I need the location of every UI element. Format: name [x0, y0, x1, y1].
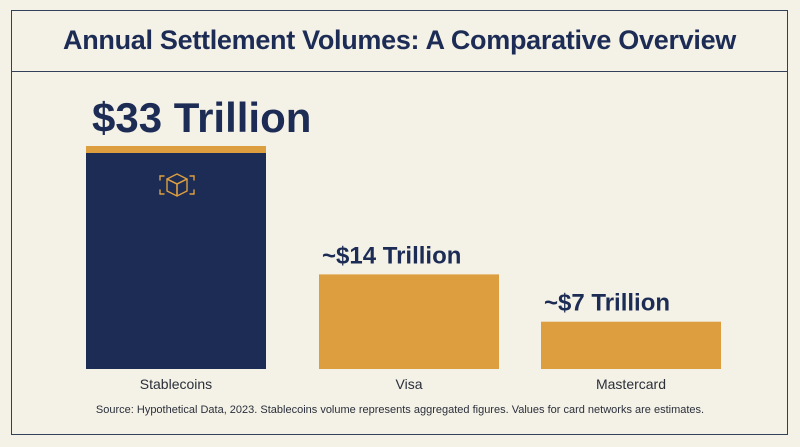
category-label-stablecoins: Stablecoins	[140, 376, 212, 392]
bar-visa	[319, 274, 499, 369]
data-label-stablecoins: $33 Trillion	[92, 94, 311, 141]
crypto-cube-icon	[159, 173, 195, 197]
title-band: Annual Settlement Volumes: A Comparative…	[11, 10, 788, 72]
data-label-visa: ~$14 Trillion	[322, 242, 461, 269]
chart-title: Annual Settlement Volumes: A Comparative…	[63, 25, 736, 55]
chart-frame	[11, 10, 788, 435]
data-label-mastercard: ~$7 Trillion	[544, 290, 670, 317]
bar-stablecoins	[86, 146, 266, 369]
bar-mastercard	[541, 321, 721, 369]
source-note: Source: Hypothetical Data, 2023. Stablec…	[95, 404, 705, 416]
category-label-visa: Visa	[396, 376, 423, 392]
bar-highlight-cap	[86, 146, 266, 153]
category-label-mastercard: Mastercard	[596, 376, 666, 392]
